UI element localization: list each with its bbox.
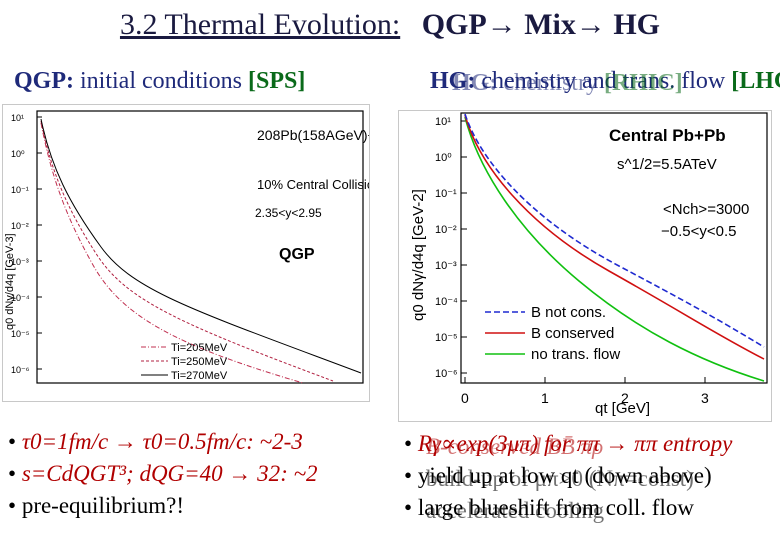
axis-tick-label: 10⁻³ (435, 260, 457, 272)
legend-no-flow: no trans. flow (531, 346, 620, 363)
right-plot-nch: <Nch>=3000 (663, 201, 749, 218)
axis-tick-label: 10⁰ (11, 149, 25, 159)
title-main: 3.2 Thermal Evolution: (119, 8, 401, 41)
page-title: 3.2 Thermal Evolution: QGP→ Mix→ HG (0, 8, 780, 42)
axis-tick-label: 0 (461, 390, 469, 406)
legend-250: Ti=250MeV (171, 356, 228, 368)
right-plot-svg: q0 dNγ/d4q [GeV-2] 10¹ 10⁰ 10⁻¹ 10⁻² 10⁻³ 10⁻… (410, 112, 768, 417)
left-plot-svg: q0 dNγ/d4q [GeV-3] 10¹ 10⁰ 10⁻¹ 10⁻² 10⁻³ 10⁻… (4, 110, 369, 384)
left-plot-frame (36, 110, 364, 384)
right-heading-ghost-prefix: HG: (452, 70, 498, 96)
right-plot-yticks: 10¹ 10⁰ 10⁻¹ 10⁻² 10⁻³ 10⁻⁴ 10⁻⁵ 10⁻⁶ (435, 116, 467, 380)
legend-270: Ti=270MeV (171, 370, 228, 382)
left-bullet-3: • pre-equilibrium?! (8, 493, 185, 518)
right-bullet-2-ghost: build-up of μπ>0 (Nπ=const) (426, 466, 694, 491)
right-heading-ghost-tag: [RHIC] (603, 70, 683, 96)
right-curve-no-flow (464, 116, 765, 382)
axis-tick-label: 10⁻⁴ (435, 296, 458, 308)
axis-tick-label: 10⁰ (435, 152, 452, 164)
left-heading-text: initial conditions (80, 68, 242, 94)
axis-tick-label: 10¹ (11, 113, 24, 123)
axis-tick-label: 10¹ (435, 116, 451, 128)
right-heading-tag: [LHC] (731, 68, 780, 94)
axis-tick-label: 3 (701, 390, 709, 406)
right-curve-b-conserved (464, 114, 765, 360)
left-bullet-1-math: τ0=1fm/c → τ0=0.5fm/c (21, 429, 247, 454)
right-plot-xlabel: qt [GeV] (595, 400, 650, 417)
left-curve-270 (40, 118, 362, 374)
axis-tick-label: 10⁻⁶ (435, 368, 458, 380)
axis-tick-label: 10⁻³ (11, 257, 29, 267)
right-plot-xticks: 01234 (461, 377, 709, 406)
axis-tick-label: 10⁻¹ (435, 188, 457, 200)
right-bullet-1-ghost: B-conserved BB̄ πρ (426, 434, 604, 459)
left-plot-centrality: 10% Central Collisions (257, 177, 369, 192)
left-plot-system: 208Pb(158AGeV)+208Pb (257, 127, 369, 143)
right-curve-b-not-cons (464, 113, 765, 348)
right-plot-ylabel: q0 dNγ/d4q [GeV-2] (410, 189, 427, 321)
right-bullet-2-text: yield up at low qt (down above) (417, 463, 712, 488)
right-heading: HG: chemistry and trans. flow [LHC] (430, 68, 780, 95)
legend-b-not-cons: B not cons. (531, 304, 606, 321)
right-heading-prefix: HG: (430, 68, 476, 94)
right-plot: q0 dNγ/d4q [GeV-2] 10¹ 10⁰ 10⁻¹ 10⁻² 10⁻³ 10⁻… (398, 110, 772, 422)
right-heading-text: chemistry and trans. flow (481, 68, 726, 94)
left-heading: QGP: initial conditions [SPS] (14, 68, 305, 95)
left-plot: q0 dNγ/d4q [GeV-3] 10¹ 10⁰ 10⁻¹ 10⁻² 10⁻³ 10⁻… (2, 104, 370, 402)
right-bullet-3-text: large blueshift from coll. flow (417, 495, 694, 520)
axis-tick-label: 2 (621, 390, 629, 406)
axis-tick-label: 1 (541, 390, 549, 406)
right-bullets: • Rγ∝exp(3μπ) for ππ → ππ entropy • yiel… (404, 428, 776, 524)
left-heading-tag: [SPS] (248, 68, 306, 94)
left-heading-prefix: QGP: (14, 68, 74, 94)
left-plot-legend: Ti=205MeV Ti=250MeV Ti=270MeV (141, 342, 228, 382)
left-bullet-1: • τ0=1fm/c → τ0=0.5fm/c: ~2-3 (8, 429, 303, 454)
right-plot-title: Central Pb+Pb (609, 126, 726, 145)
left-bullet-2: • s=CdQGT³; dQG=40 → 32: ~2 (8, 461, 318, 486)
left-bullet-3-rest: pre-equilibrium?! (21, 493, 185, 518)
left-curve-250 (40, 120, 334, 382)
left-bullet-2-math: s=CdQGT³; dQG=40 → 32 (21, 461, 281, 486)
axis-tick-label: 10⁻⁴ (11, 293, 30, 303)
axis-tick-label: 10⁻⁶ (11, 365, 30, 375)
axis-tick-label: 10⁻² (11, 221, 29, 231)
right-plot-energy: s^1/2=5.5ATeV (617, 156, 717, 173)
right-bullets-ghost: B-conserved BB̄ πρ build-up of μπ>0 (Nπ=… (426, 431, 776, 527)
legend-b-conserved: B conserved (531, 325, 614, 342)
left-bullets: • τ0=1fm/c → τ0=0.5fm/c: ~2-3 • s=CdQGT³… (8, 426, 318, 522)
left-plot-ylabel: q0 dNγ/d4q [GeV-3] (4, 233, 16, 330)
right-bullet-1-text: Rγ∝exp(3μπ) for ππ → ππ entropy (417, 431, 733, 456)
right-plot-frame (460, 112, 768, 384)
right-bullet-1: • Rγ∝exp(3μπ) for ππ → ππ entropy (404, 431, 733, 456)
right-plot-legend: B not cons. B conserved no trans. flow (485, 304, 620, 363)
axis-tick-label: 10⁻¹ (11, 185, 29, 195)
left-curve-205 (40, 122, 304, 384)
left-plot-phase: QGP (279, 246, 315, 263)
right-plot-rapidity: −0.5<y<0.5 (661, 223, 736, 240)
title-sub: QGP→ Mix→ HG (421, 8, 661, 41)
axis-tick-label: 10⁻⁵ (11, 329, 30, 339)
axis-tick-label: 10⁻⁵ (435, 332, 458, 344)
right-bullet-3: • large blueshift from coll. flow (404, 495, 694, 520)
right-heading-ghost-text: chemistry (503, 70, 598, 96)
left-plot-rapidity: 2.35<y<2.95 (255, 206, 322, 220)
legend-205: Ti=205MeV (171, 342, 228, 354)
left-bullet-1-rest: : ~2-3 (246, 429, 303, 454)
right-bullet-3-ghost: accelerated cooling (426, 498, 605, 523)
axis-tick-label: 10⁻² (435, 224, 457, 236)
left-bullet-2-rest: : ~2 (280, 461, 318, 486)
right-heading-ghost: HG: chemistry [RHIC] (452, 70, 683, 97)
right-bullet-2: • yield up at low qt (down above) (404, 463, 712, 488)
left-plot-yticks: 10¹ 10⁰ 10⁻¹ 10⁻² 10⁻³ 10⁻⁴ 10⁻⁵ 10⁻⁶ (11, 113, 42, 375)
